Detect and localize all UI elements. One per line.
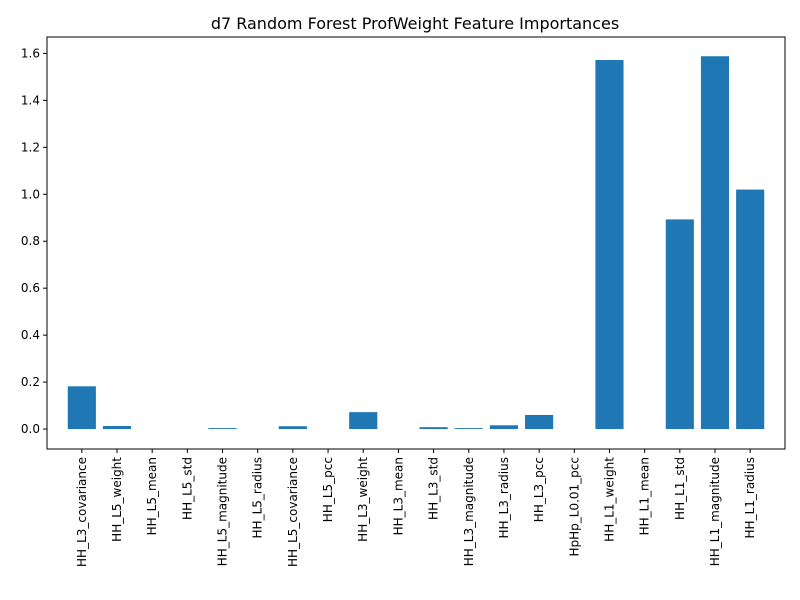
bars-group — [67, 56, 765, 430]
bar-HH_L5_magnitude — [208, 428, 237, 430]
x-tick-label: HH_L5_radius — [251, 457, 265, 538]
chart-title: d7 Random Forest ProfWeight Feature Impo… — [211, 14, 619, 33]
x-tick-label: HH_L3_mean — [391, 457, 405, 535]
x-tick-label: HH_L3_std — [427, 457, 441, 520]
x-tick-label: HH_L3_radius — [497, 457, 511, 538]
bar-HH_L3_covariance — [67, 386, 96, 430]
bar-HH_L1_weight — [595, 60, 624, 430]
bar-HH_L5_weight — [102, 425, 132, 430]
bar-HH_L1_std — [665, 219, 694, 430]
x-tick-label: HH_L5_weight — [110, 457, 124, 542]
y-tick-label: 0.2 — [21, 375, 40, 389]
x-tick-label: HH_L1_std — [673, 457, 687, 520]
y-tick-label: 1.4 — [21, 93, 40, 107]
x-tick-label: HH_L5_pcc — [321, 457, 335, 522]
y-tick-label: 1.6 — [21, 46, 40, 60]
bar-HH_L3_weight — [349, 412, 378, 430]
y-tick-label: 0.0 — [21, 422, 40, 436]
x-tick-label: HH_L1_magnitude — [708, 457, 722, 566]
x-tick-label: HH_L3_covariance — [75, 457, 89, 567]
bar-HH_L3_std — [419, 427, 448, 430]
x-tick-label: HH_L5_mean — [145, 457, 159, 535]
x-tick-label: HH_L3_magnitude — [462, 457, 476, 566]
y-tick-label: 1.0 — [21, 187, 40, 201]
x-tick-label: HpHp_L0.01_pcc — [567, 457, 581, 557]
bar-HH_L3_radius — [489, 425, 519, 430]
x-tick-label: HH_L1_mean — [638, 457, 652, 535]
bar-HH_L1_radius — [736, 189, 765, 430]
plot-frame — [46, 36, 786, 450]
bar-HH_L3_pcc — [525, 414, 554, 430]
bar-HH_L1_magnitude — [700, 56, 730, 430]
x-tick-label: HH_L5_std — [180, 457, 194, 520]
x-tick-label: HH_L5_covariance — [286, 457, 300, 567]
x-tick-label: HH_L3_weight — [356, 457, 370, 542]
y-tick-label: 1.2 — [21, 140, 40, 154]
x-tick-label: HH_L5_magnitude — [216, 457, 230, 566]
y-axis: 0.0 0.2 0.4 0.6 0.8 1.0 1.2 1.4 1.6 — [21, 46, 47, 436]
x-tick-label: HH_L1_weight — [602, 457, 616, 542]
x-tick-label: HH_L1_radius — [743, 457, 757, 538]
y-tick-label: 0.6 — [21, 281, 40, 295]
y-tick-label: 0.8 — [21, 234, 40, 248]
bar-HH_L3_magnitude — [454, 428, 483, 430]
x-axis: HH_L3_covariance HH_L5_weight HH_L5_mean HH… — [75, 449, 757, 567]
bar-HH_L5_covariance — [278, 426, 307, 430]
y-tick-label: 0.4 — [21, 328, 40, 342]
x-tick-label: HH_L3_pcc — [532, 457, 546, 522]
